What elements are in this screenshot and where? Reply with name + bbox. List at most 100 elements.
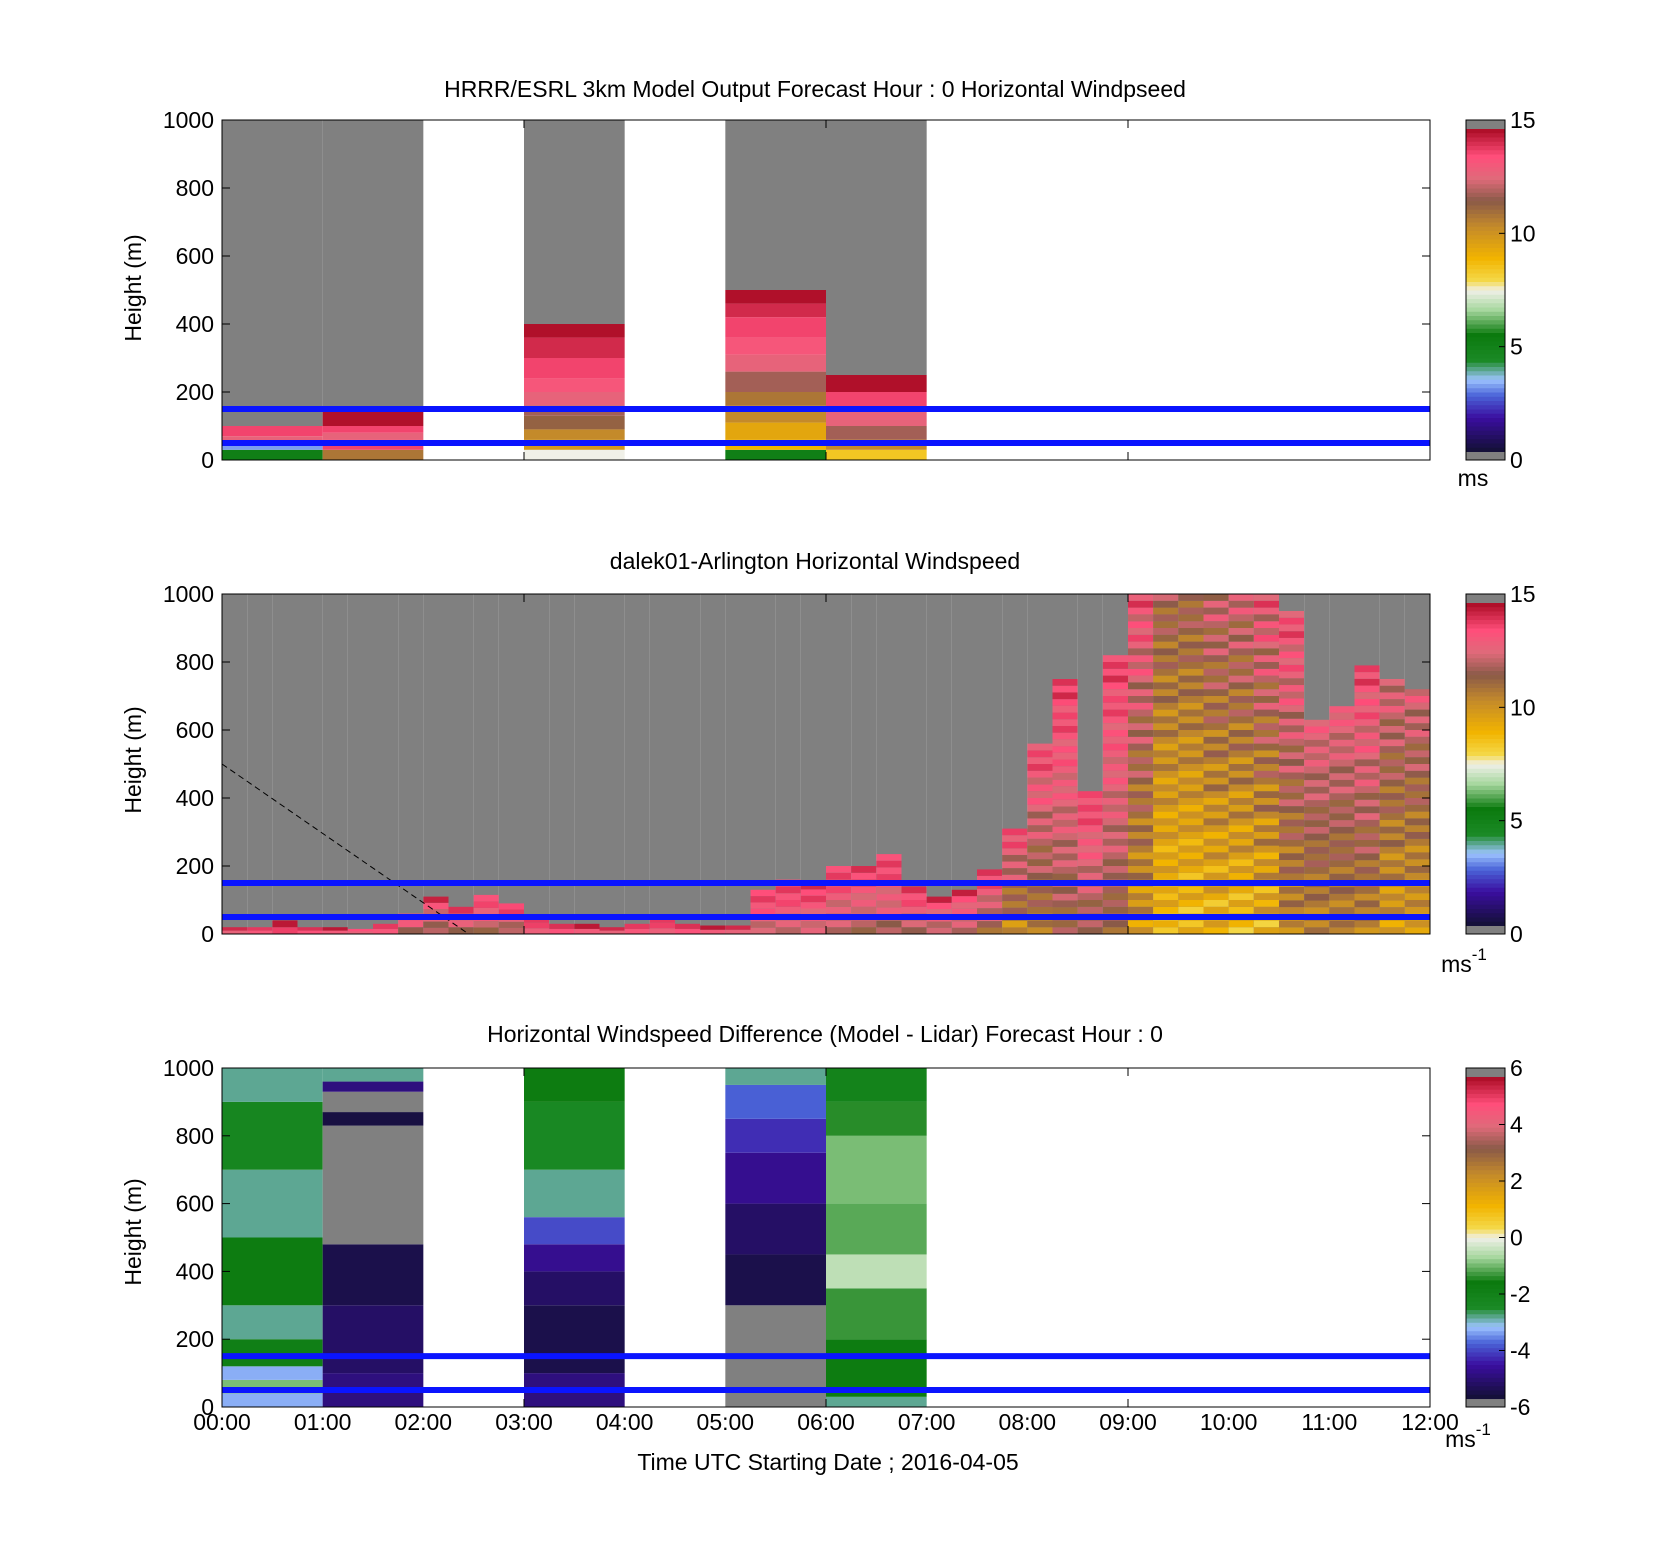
windspeed-cell <box>1253 893 1279 900</box>
lidar-column <box>373 594 399 934</box>
missing-data-cell <box>297 594 323 934</box>
profile-cell <box>826 1203 927 1255</box>
x-tick-label: 09:00 <box>1099 1409 1157 1435</box>
windspeed-cell <box>1153 696 1179 703</box>
missing-data-cell <box>725 594 751 934</box>
windspeed-cell <box>1203 893 1229 900</box>
windspeed-cell <box>1102 757 1128 764</box>
windspeed-cell <box>398 927 424 934</box>
windspeed-cell <box>1077 845 1103 853</box>
colorbar-cell <box>1466 290 1505 295</box>
colorbar-cell <box>1466 1237 1505 1243</box>
windspeed-cell <box>473 901 499 908</box>
colorbar-cell <box>1466 649 1505 654</box>
windspeed-cell <box>1128 702 1154 710</box>
windspeed-cell <box>1354 672 1380 679</box>
colorbar-cell <box>1466 1339 1505 1344</box>
windspeed-cell <box>1077 832 1103 839</box>
windspeed-cell <box>1379 772 1405 780</box>
windspeed-cell <box>1128 668 1154 676</box>
colorbar-cell <box>1466 725 1505 731</box>
windspeed-cell <box>1052 692 1078 700</box>
windspeed-cell <box>1203 743 1229 751</box>
windspeed-cell <box>775 927 801 934</box>
windspeed-cell <box>1052 893 1078 901</box>
windspeed-cell <box>1329 873 1355 881</box>
windspeed-cell <box>1279 806 1305 813</box>
windspeed-cell <box>473 927 499 934</box>
windspeed-cell <box>1128 784 1154 792</box>
colorbar-cell <box>1466 1398 1505 1404</box>
profile-cell <box>826 1288 927 1340</box>
colorbar-frame <box>1465 593 1506 935</box>
windspeed-cell <box>1203 607 1229 615</box>
windspeed-cell <box>1354 712 1380 720</box>
windspeed-cell <box>498 921 524 928</box>
windspeed-cell <box>1304 920 1330 928</box>
colorbar-tick-label: 15 <box>1510 107 1536 133</box>
windspeed-cell <box>1279 826 1305 834</box>
windspeed-cell <box>1279 664 1305 672</box>
colorbar-cell <box>1466 657 1505 663</box>
windspeed-cell <box>1153 866 1179 873</box>
windspeed-cell <box>901 920 927 928</box>
colorbar-tick-label: 0 <box>1510 1225 1523 1251</box>
windspeed-cell <box>1102 886 1128 894</box>
windspeed-cell <box>448 927 474 934</box>
profile-cell <box>725 1152 826 1204</box>
windspeed-cell <box>1304 780 1330 787</box>
profile-cell <box>322 449 424 460</box>
windspeed-cell <box>775 906 801 914</box>
windspeed-cell <box>1228 716 1254 724</box>
windspeed-cell <box>1178 736 1204 744</box>
windspeed-cell <box>1052 819 1078 827</box>
colorbar-cell <box>1466 895 1505 901</box>
windspeed-cell <box>1329 806 1355 814</box>
colorbar-cell <box>1466 1089 1505 1094</box>
profile-cell <box>725 1118 826 1153</box>
windspeed-cell <box>1228 804 1254 812</box>
profile-cell <box>222 426 323 437</box>
lidar-column <box>1404 594 1430 934</box>
colorbar-cell <box>1466 772 1505 778</box>
windspeed-cell <box>1354 920 1380 928</box>
lidar-column <box>1329 594 1355 934</box>
colorbar-cell <box>1466 1254 1505 1260</box>
windspeed-cell <box>1253 675 1279 683</box>
colorbar-tick-label: 0 <box>1510 447 1523 473</box>
windspeed-cell <box>826 920 852 928</box>
windspeed-cell <box>549 928 575 934</box>
windspeed-cell <box>675 923 701 929</box>
colorbar-cell <box>1466 396 1505 401</box>
windspeed-cell <box>1354 786 1380 793</box>
windspeed-cell <box>1178 893 1204 900</box>
colorbar-cell <box>1466 1084 1505 1090</box>
windspeed-cell <box>1329 853 1355 861</box>
colorbar-cell <box>1466 1402 1505 1408</box>
windspeed-cell <box>901 900 927 907</box>
colorbar-cell <box>1466 1351 1505 1357</box>
windspeed-cell <box>1279 752 1305 760</box>
windspeed-cell <box>1052 679 1078 686</box>
lidar-column <box>322 594 348 934</box>
profile-cell <box>222 443 323 450</box>
colorbar-cell <box>1466 1156 1505 1162</box>
profile-cell <box>725 1068 826 1085</box>
windspeed-cell <box>1077 872 1103 880</box>
windspeed-cell <box>1102 852 1128 860</box>
windspeed-cell <box>1228 818 1254 826</box>
windspeed-cell <box>1228 594 1254 601</box>
windspeed-cell <box>826 900 852 907</box>
windspeed-cell <box>1379 853 1405 861</box>
profile-cell <box>725 371 826 392</box>
windspeed-cell <box>800 889 826 896</box>
y-tick-label: 800 <box>176 1123 214 1149</box>
windspeed-cell <box>1128 730 1154 737</box>
colorbar-tick-label: 4 <box>1510 1112 1523 1138</box>
windspeed-cell <box>1354 853 1380 861</box>
lidar-column <box>1002 594 1028 934</box>
windspeed-cell <box>1329 833 1355 841</box>
windspeed-cell <box>1178 730 1204 737</box>
windspeed-cell <box>448 906 474 914</box>
windspeed-cell <box>750 921 776 928</box>
